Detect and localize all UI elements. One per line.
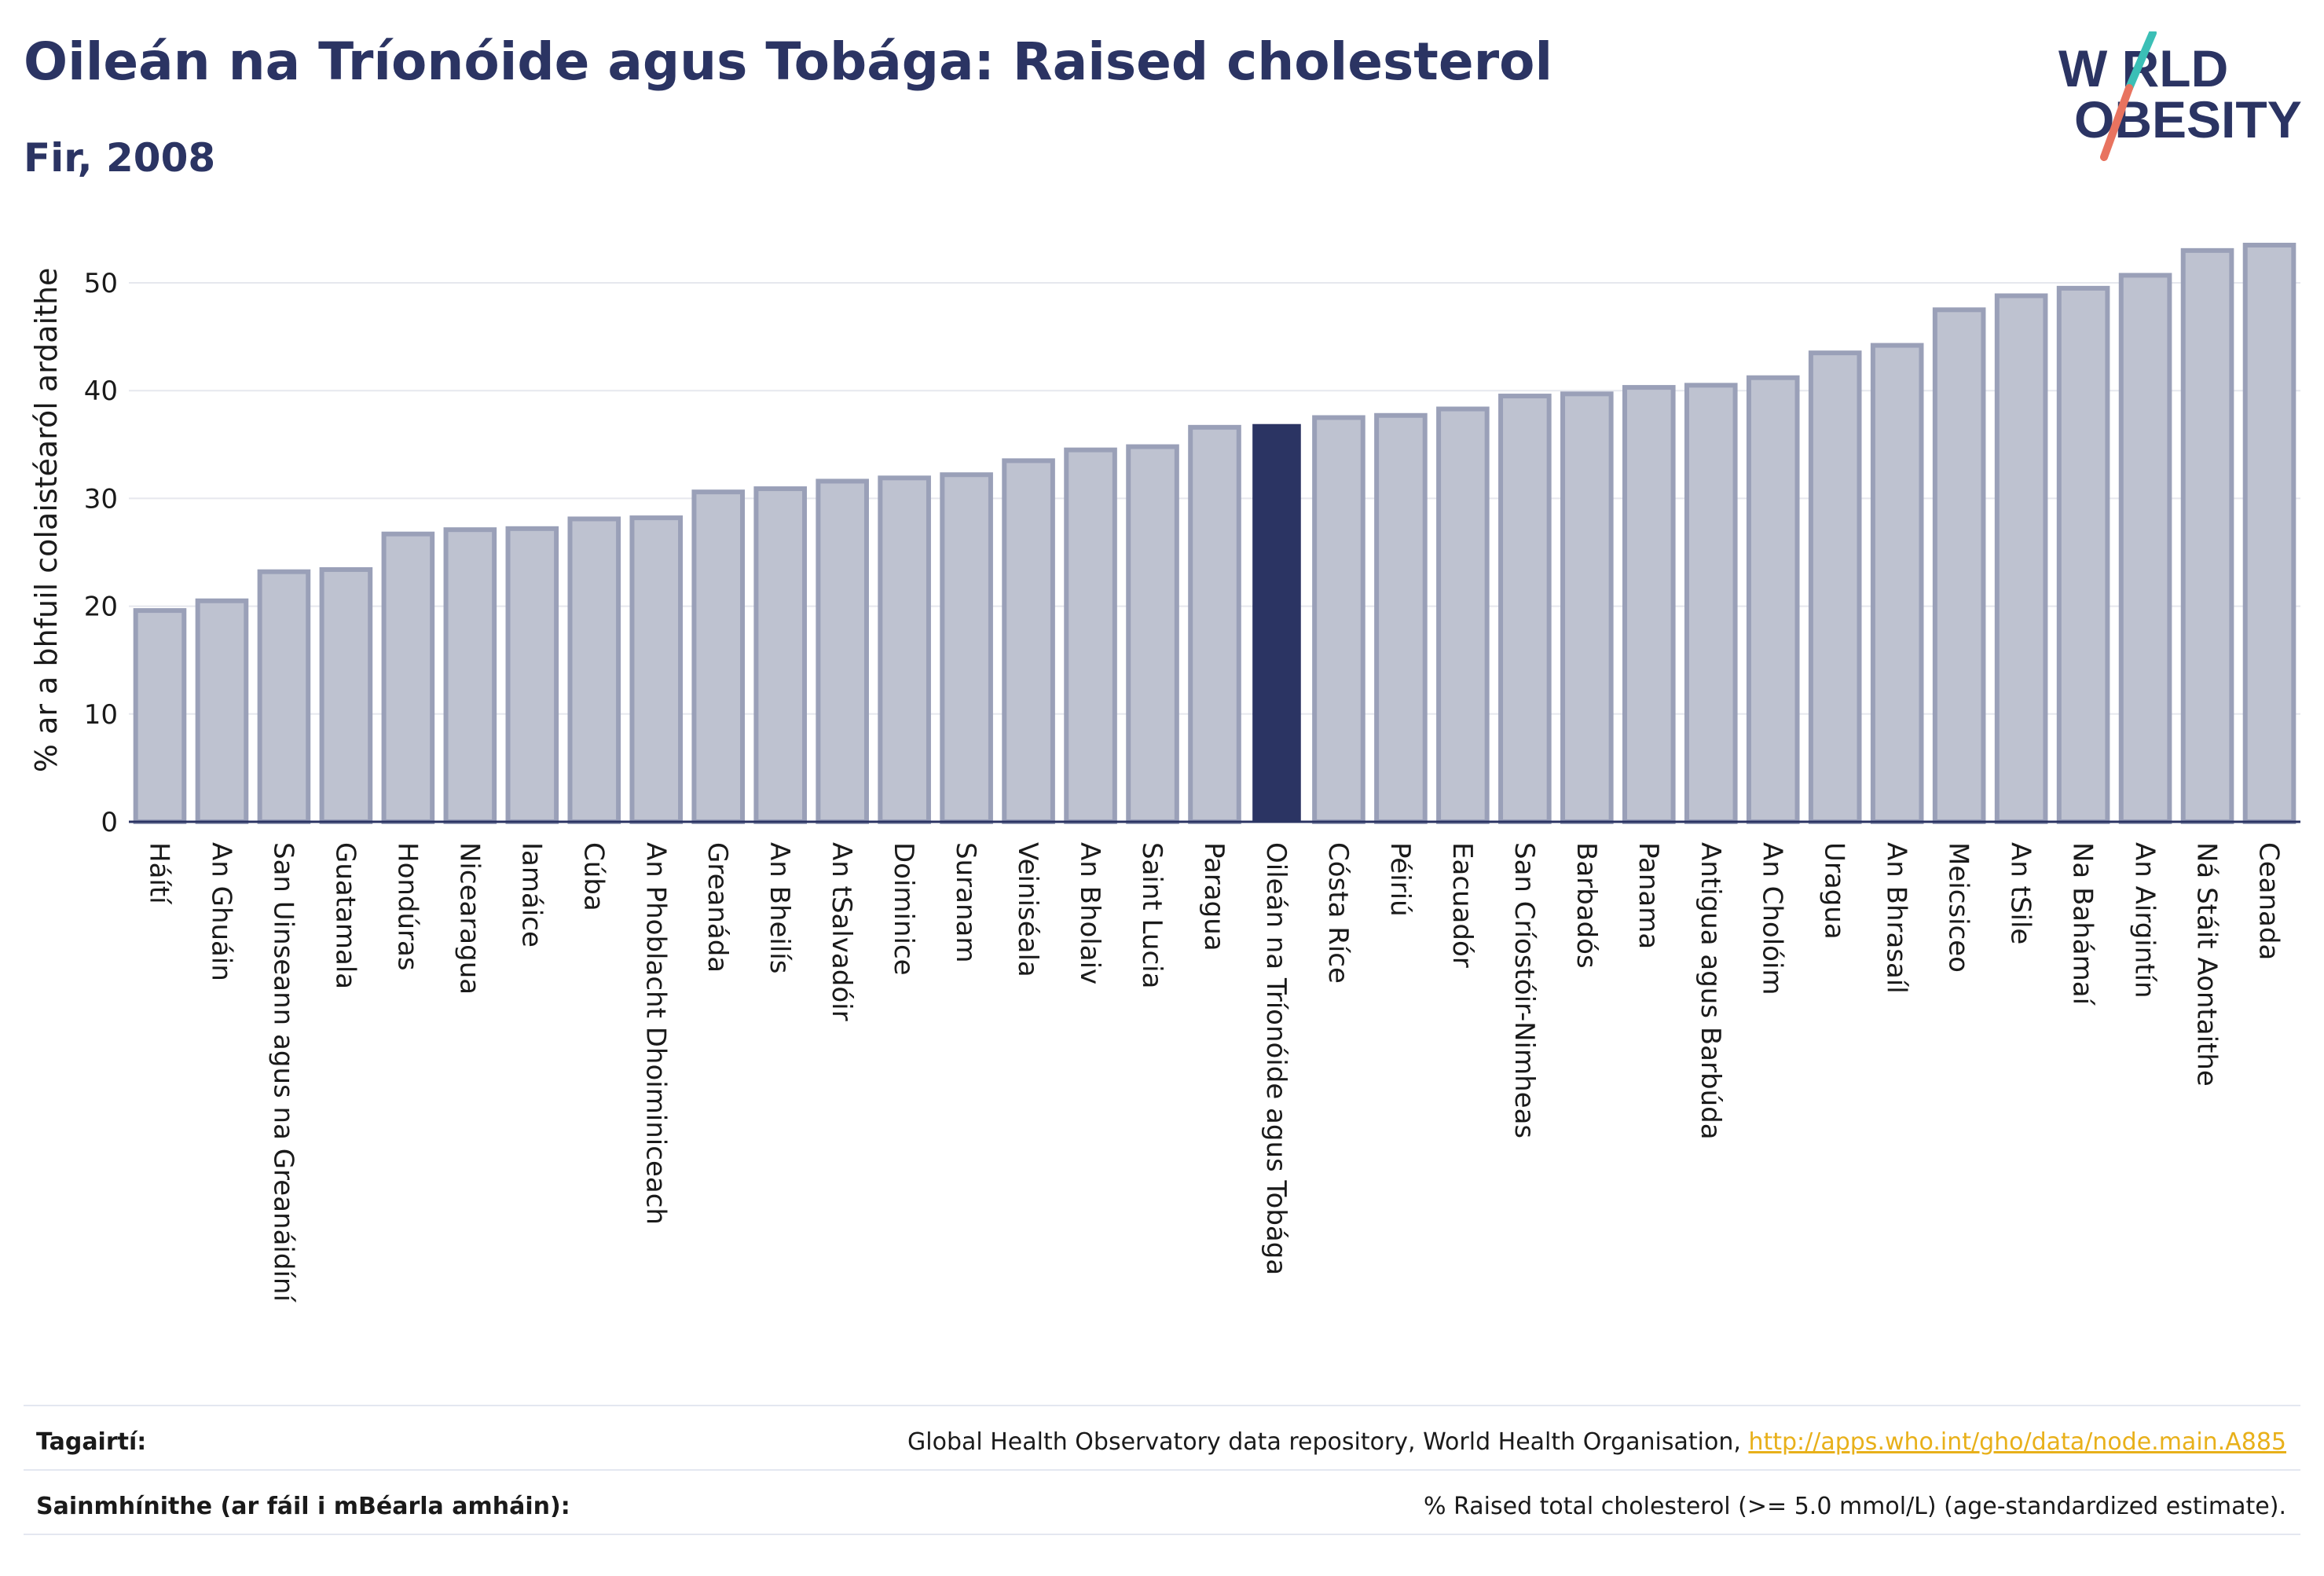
x-tick-label: Eacuadór [1446,842,1478,968]
bar [381,531,435,825]
footer-divider-bottom [24,1534,2300,1535]
logo-slash-top [2125,31,2157,92]
page-title: Oileán na Tríonóide agus Tobága: Raised … [24,31,1553,92]
x-tick-label: Paragua [1198,842,1230,951]
references-label: Tagairtí: [36,1428,147,1456]
references-text: Global Health Observatory data repositor… [907,1428,1749,1456]
bar [443,527,497,824]
x-tick-label: Saint Lucia [1136,842,1167,988]
y-tick-label: 40 [84,376,118,407]
logo-slash-bottom [2100,84,2133,161]
bar [816,478,869,824]
x-tick-label: Uragua [1819,842,1850,940]
x-tick-label: Meicsiceo [1943,842,1974,973]
x-tick-label: Nicearagua [453,842,485,995]
x-tick-label: An Bholaiv [1074,842,1105,984]
x-tick-label: San Críostóir-Nimheas [1508,842,1540,1138]
bar [1374,412,1428,824]
x-tick-label: Iamáice [515,842,547,947]
references-link[interactable]: http://apps.who.int/gho/data/node.main.A… [1748,1428,2286,1456]
x-tick-label: An Ghuáin [205,842,236,981]
bar [133,608,187,824]
bar [2180,247,2234,824]
y-tick-label: 10 [84,699,118,731]
x-tick-label: Doiminice [888,842,919,976]
bar [1126,444,1179,824]
x-tick-label: Ceanada [2253,842,2285,960]
x-tick-label: An Bhrasaíl [1881,842,1912,994]
bar [1188,424,1241,825]
x-tick-label: Panama [1633,842,1664,949]
y-tick-label: 50 [84,268,118,299]
bar [1870,343,1924,824]
bar [1560,391,1614,825]
bar [1498,394,1552,824]
definitions-label: Sainmhínithe (ar fáil i mBéarla amháin): [36,1493,570,1520]
bar [195,598,249,824]
bar [1684,383,1738,824]
bar [2056,285,2110,824]
footer-divider-top [24,1405,2300,1406]
x-tick-label: An Airgintín [2129,842,2161,999]
bar-chart: 0 10 20 30 40 50 % ar a bhfuil colaistéaról ar… [29,242,2300,1303]
x-tick-label: Háítí [143,842,174,905]
page-subtitle: Fir, 2008 [24,135,216,181]
x-tick-label: An Phoblacht Dhoiminiceach [640,842,671,1225]
bar [753,486,807,824]
bar [691,489,746,825]
y-axis-label: % ar a bhfuil colaistéaról ardaithe [29,268,64,773]
bar [257,569,311,824]
bar [1622,385,1676,825]
x-tick-label: San Uinseann agus na Greanáidíní [267,842,299,1303]
bar [1436,406,1490,824]
bar [2118,273,2172,824]
y-tick-label: 20 [84,592,118,623]
x-tick-label: An Cholóim [1757,842,1788,995]
x-tick-label: An Bheilís [764,842,795,973]
y-tick-label: 0 [101,807,118,838]
bar [1002,458,1055,824]
x-tick-label: Guatamala [329,842,361,989]
definitions-value: % Raised total cholesterol (>= 5.0 mmol/… [1424,1493,2286,1520]
x-tick-label: Barbadós [1571,842,1602,969]
bar [878,475,931,824]
bar [505,526,559,824]
bar [940,472,993,824]
bar [1994,293,2048,824]
y-tick-label: 30 [84,483,118,515]
bar [319,566,373,825]
bar [2242,242,2297,825]
x-tick-label: Cósta Ríce [1322,842,1354,984]
x-tick-label: Oileán na Tríonóide agus Tobága [1260,842,1292,1275]
footer-divider-middle [24,1469,2300,1471]
bar [1064,447,1117,824]
bar [1252,423,1301,822]
world-obesity-logo: W RLD OBESITY [2058,31,2302,161]
bar [1746,375,1800,824]
x-tick-label: Hondúras [391,842,423,971]
x-tick-label: Cúba [577,842,609,911]
bar [629,515,684,824]
bar [1312,415,1365,824]
bar [567,516,621,825]
bar [1932,307,1986,824]
x-tick-label: Greanáda [702,842,733,973]
x-tick-label: Na Bahámaí [2067,842,2099,1006]
x-tick-label: An tSalvadóir [826,842,857,1021]
x-tick-label: Veiniséala [1012,842,1043,977]
x-tick-label: Ná Stáit Aontaithe [2191,842,2223,1087]
x-tick-label: Suranam [950,842,981,962]
x-tick-label: Péiriú [1384,842,1416,917]
bar [1808,350,1862,824]
references-value: Global Health Observatory data repositor… [907,1428,2286,1456]
x-tick-label: Antigua agus Barbúda [1695,842,1726,1140]
x-tick-label: An tSile [2005,842,2036,944]
